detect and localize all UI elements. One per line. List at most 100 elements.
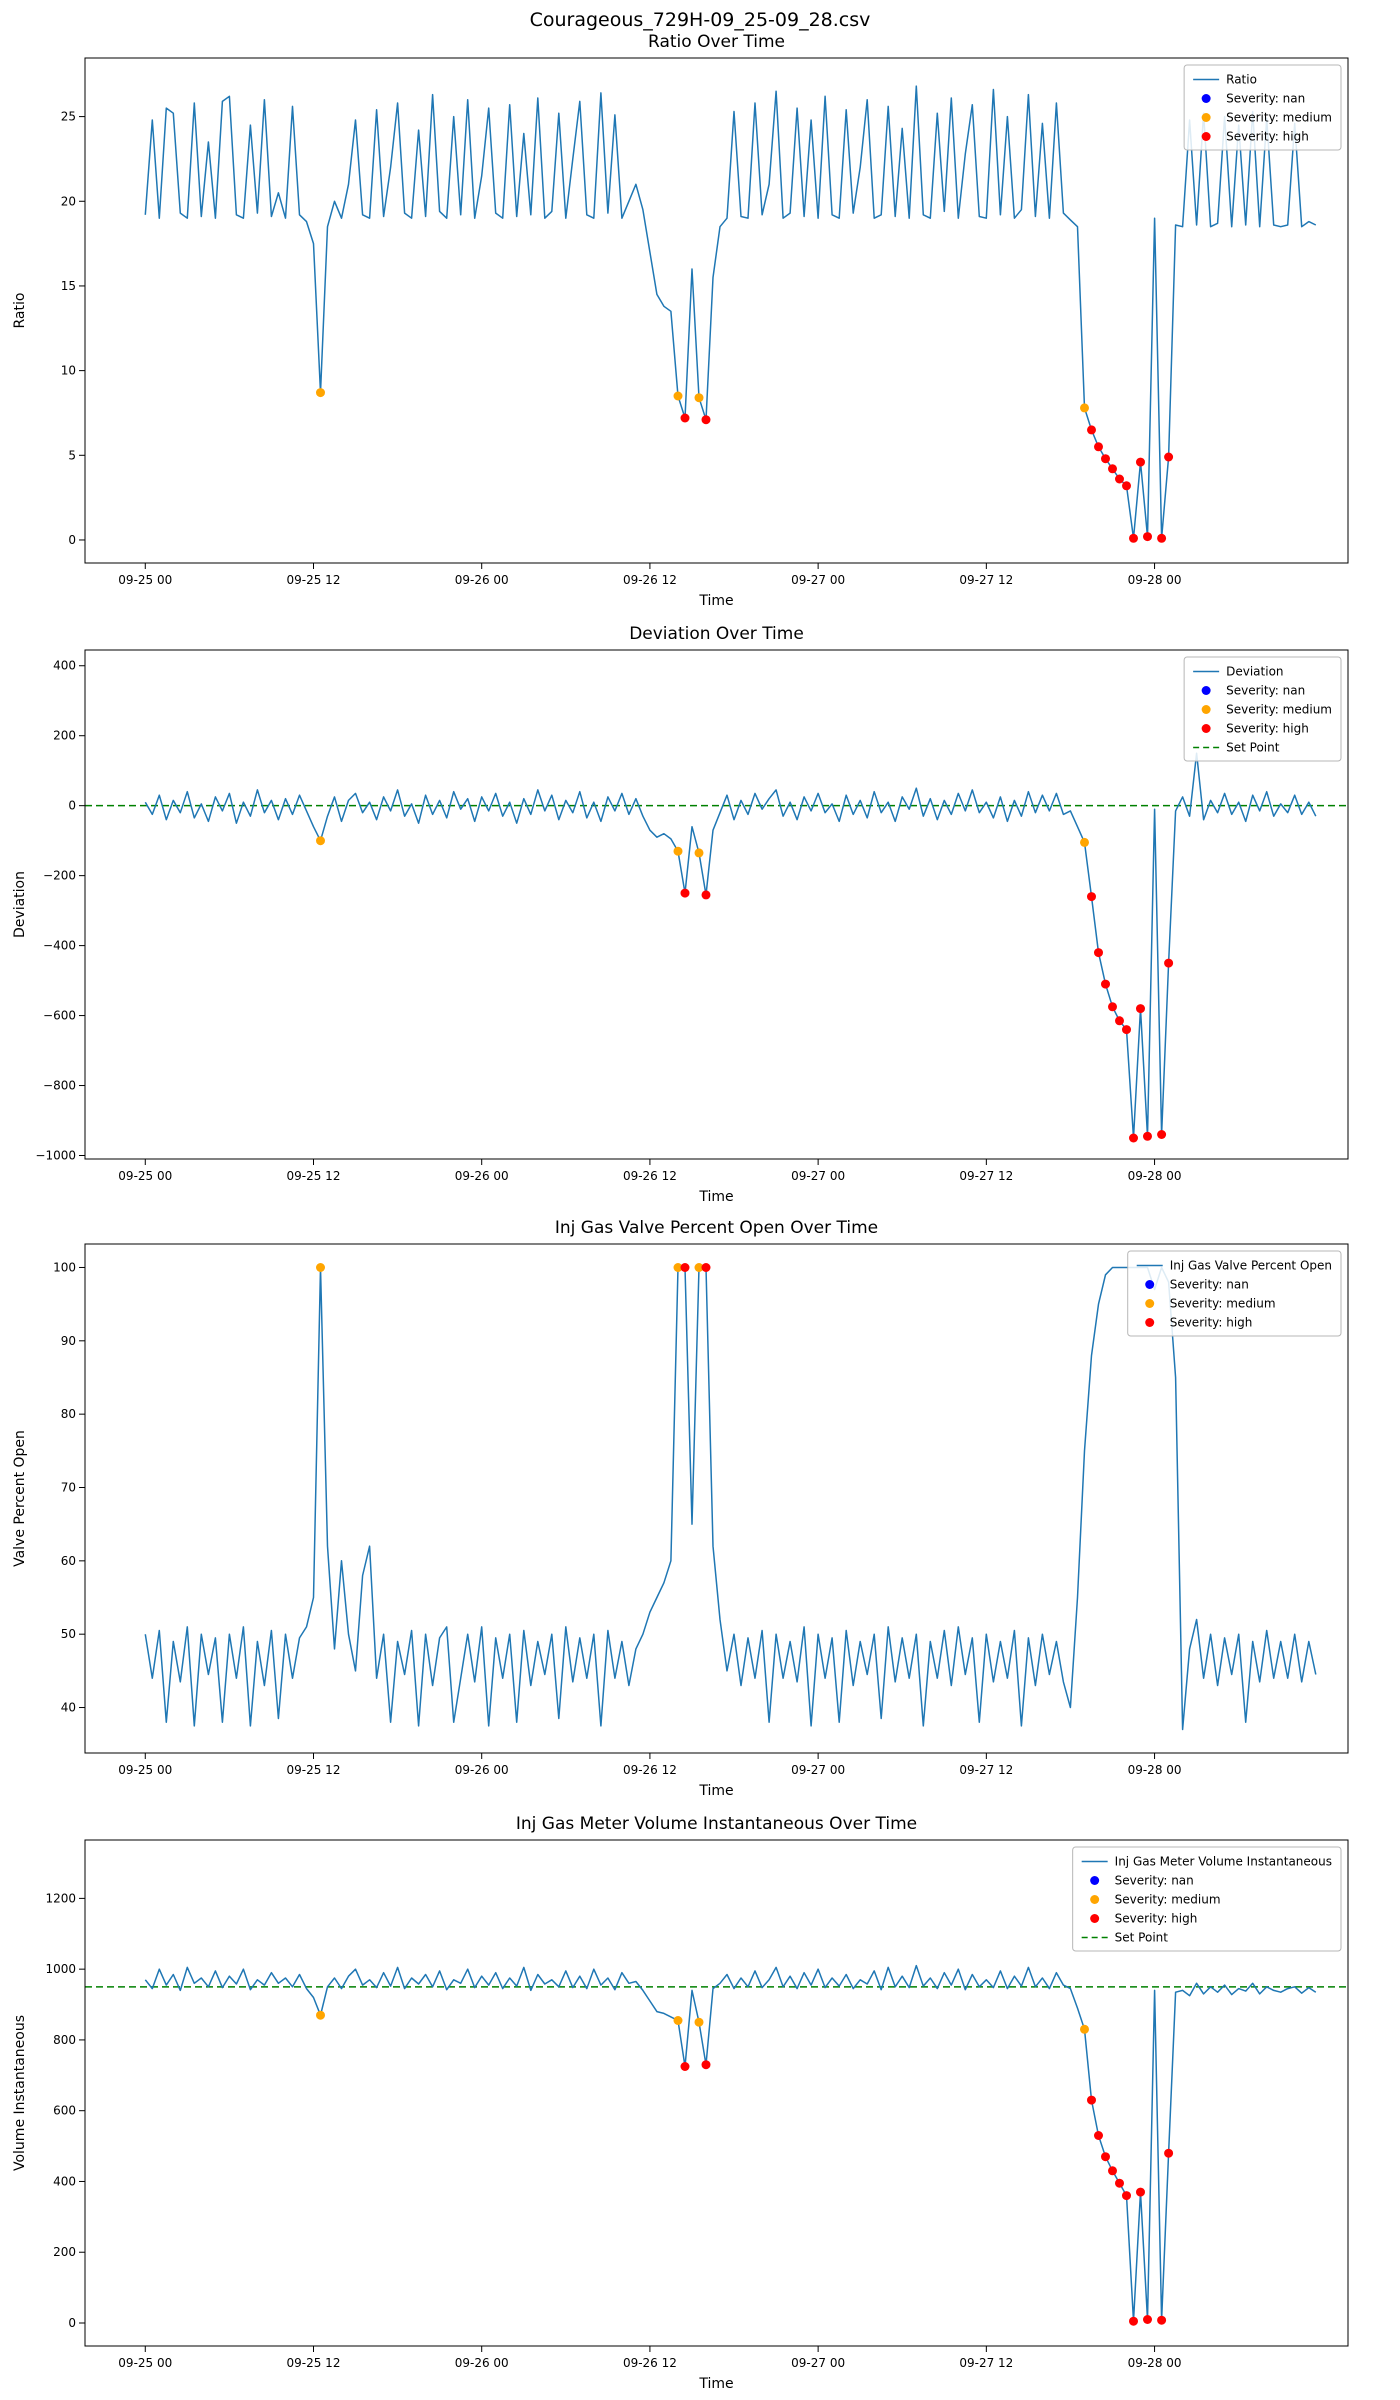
x-tick-label: 09-27 00 <box>791 2356 845 2370</box>
y-tick-label: 200 <box>53 2245 76 2259</box>
chart-title-deviation: Deviation Over Time <box>629 624 804 644</box>
chart-title-valve_percent_open: Inj Gas Valve Percent Open Over Time <box>555 1218 878 1238</box>
y-tick-label: 0 <box>68 799 76 813</box>
marker-medium <box>316 2010 325 2020</box>
legend-label: Severity: medium <box>1115 1893 1221 1907</box>
marker-medium <box>316 836 325 846</box>
legend-label: Severity: nan <box>1226 92 1305 106</box>
marker-high <box>1136 2187 1145 2197</box>
y-tick-label: 800 <box>53 2033 76 2047</box>
legend-label: Severity: medium <box>1170 1297 1276 1311</box>
y-tick-label: −600 <box>43 1009 76 1023</box>
x-tick-label: 09-26 00 <box>455 573 509 587</box>
figure-suptitle: Courageous_729H-09_25-09_28.csv <box>530 9 871 31</box>
y-tick-label: 10 <box>61 364 76 378</box>
x-tick-label: 09-25 00 <box>118 1169 172 1183</box>
marker-high <box>680 413 690 423</box>
y-tick-label: −200 <box>43 869 76 883</box>
x-tick-label: 09-26 12 <box>623 1169 677 1183</box>
x-tick-label: 09-27 12 <box>959 1169 1013 1183</box>
legend-label: Inj Gas Valve Percent Open <box>1170 1259 1332 1273</box>
x-tick-label: 09-27 00 <box>791 1169 845 1183</box>
legend: Ratio Severity: nan Severity: medium Severi… <box>1183 64 1342 151</box>
y-tick-label: 90 <box>61 1334 76 1348</box>
y-tick-label: 80 <box>61 1407 76 1421</box>
y-tick-label: 600 <box>53 2104 76 2118</box>
legend-label: Severity: nan <box>1115 1874 1194 1888</box>
legend-label: Deviation <box>1226 665 1283 679</box>
legend-label: Severity: medium <box>1226 111 1332 125</box>
x-tick-label: 09-28 00 <box>1128 573 1182 587</box>
legend-box <box>1127 1250 1342 1337</box>
x-tick-label: 09-25 00 <box>118 573 172 587</box>
x-tick-label: 09-25 12 <box>287 1763 341 1777</box>
x-tick-label: 09-25 12 <box>287 573 341 587</box>
marker-high <box>1108 1002 1117 1012</box>
marker-high <box>1115 2178 1124 2188</box>
x-tick-label: 09-27 12 <box>959 1763 1013 1777</box>
legend-label: Severity: medium <box>1226 703 1332 717</box>
x-tick-label: 09-25 12 <box>287 1169 341 1183</box>
marker-high <box>1143 532 1152 542</box>
marker-medium <box>1080 2024 1089 2034</box>
marker-medium <box>694 848 704 858</box>
x-tick-label: 09-27 00 <box>791 573 845 587</box>
x-tick-label: 09-27 00 <box>791 1763 845 1777</box>
chart-deviation: Deviation Over Time Deviation −1000 −800 −60… <box>12 624 1349 1205</box>
x-tick-label: 09-25 00 <box>118 1763 172 1777</box>
marker-high <box>701 415 711 425</box>
legend-dot-sample <box>1145 1318 1155 1327</box>
legend-dot-sample <box>1201 705 1211 714</box>
legend-dot-sample <box>1090 1914 1100 1923</box>
marker-high <box>1157 1130 1167 1139</box>
y-tick-label: 50 <box>61 1627 76 1641</box>
marker-high <box>1101 454 1110 464</box>
legend-dot-sample <box>1201 724 1211 733</box>
marker-high <box>701 1263 711 1272</box>
marker-high <box>701 2060 711 2070</box>
y-tick-label: 1000 <box>45 1962 76 1976</box>
marker-high <box>1122 481 1131 491</box>
legend-dot-sample <box>1090 1876 1100 1885</box>
marker-medium <box>673 846 683 856</box>
legend-label: Set Point <box>1226 741 1280 755</box>
marker-high <box>1136 1004 1145 1014</box>
legend-label: Severity: high <box>1226 130 1309 144</box>
y-tick-label: 70 <box>61 1480 76 1494</box>
legend-box <box>1183 64 1342 151</box>
x-tick-label: 09-26 12 <box>623 573 677 587</box>
y-tick-label: 0 <box>68 533 76 547</box>
marker-high <box>1143 1131 1152 1141</box>
marker-high <box>1094 948 1103 958</box>
x-tick-label: 09-26 00 <box>455 1763 509 1777</box>
marker-high <box>1164 958 1174 968</box>
y-tick-label: 200 <box>53 729 76 743</box>
y-tick-label: 5 <box>68 448 76 462</box>
marker-high <box>1101 2152 1110 2162</box>
legend: Deviation Severity: nan Severity: medium Se… <box>1183 656 1342 762</box>
x-axis-label: Time <box>698 1189 733 1205</box>
marker-high <box>1101 979 1110 989</box>
legend-dot-sample <box>1201 132 1211 141</box>
marker-medium <box>1080 837 1089 847</box>
plot-border <box>84 1243 1349 1754</box>
legend-dot-sample <box>1201 686 1211 695</box>
x-tick-label: 09-28 00 <box>1128 2356 1182 2370</box>
legend-label: Severity: nan <box>1226 684 1305 698</box>
legend-label: Ratio <box>1226 73 1257 87</box>
marker-medium <box>694 2017 704 2027</box>
marker-medium <box>1080 403 1089 413</box>
marker-high <box>1115 474 1124 484</box>
legend-dot-sample <box>1201 94 1211 103</box>
x-tick-label: 09-26 12 <box>623 1763 677 1777</box>
legend: Inj Gas Valve Percent Open Severity: nan S… <box>1127 1250 1342 1337</box>
y-tick-label: 25 <box>61 110 76 124</box>
marker-high <box>1108 2166 1117 2176</box>
x-tick-label: 09-28 00 <box>1128 1169 1182 1183</box>
marker-high <box>1129 2316 1138 2326</box>
marker-medium <box>673 2016 683 2025</box>
legend-label: Severity: high <box>1170 1316 1253 1330</box>
marker-high <box>680 888 690 898</box>
